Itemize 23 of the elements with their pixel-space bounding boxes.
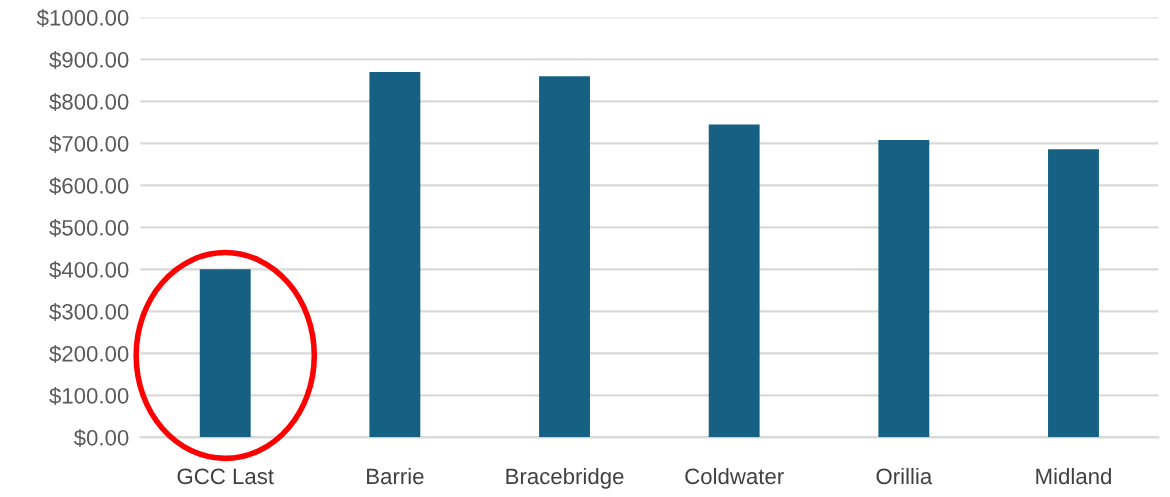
x-tick-label: Orillia	[876, 467, 933, 485]
x-tick-label: Coldwater	[685, 467, 784, 485]
y-tick-label: $600.00	[49, 176, 129, 195]
bar	[708, 124, 760, 438]
y-tick-label: $300.00	[49, 302, 129, 321]
y-tick-label: $100.00	[49, 386, 129, 405]
x-tick-label: GCC Last	[177, 468, 274, 485]
y-tick-label: $500.00	[49, 218, 129, 237]
bar	[539, 76, 590, 438]
y-tick-label: $400.00	[49, 260, 129, 279]
y-tick-label: $700.00	[49, 134, 129, 153]
y-tick-label: $800.00	[49, 92, 129, 111]
y-tick-label: $0.00	[73, 428, 129, 447]
x-tick-label: Barrie	[367, 467, 424, 485]
y-tick-label: $1000.00	[36, 9, 129, 27]
bar	[878, 140, 930, 438]
bar	[199, 269, 251, 438]
bar	[1048, 149, 1099, 438]
x-tick-label: Midland	[1036, 467, 1111, 485]
y-tick-label: $200.00	[49, 344, 129, 363]
x-tick-label: Bracebridge	[506, 467, 624, 489]
y-tick-label: $900.00	[49, 50, 129, 69]
bar	[369, 71, 421, 438]
